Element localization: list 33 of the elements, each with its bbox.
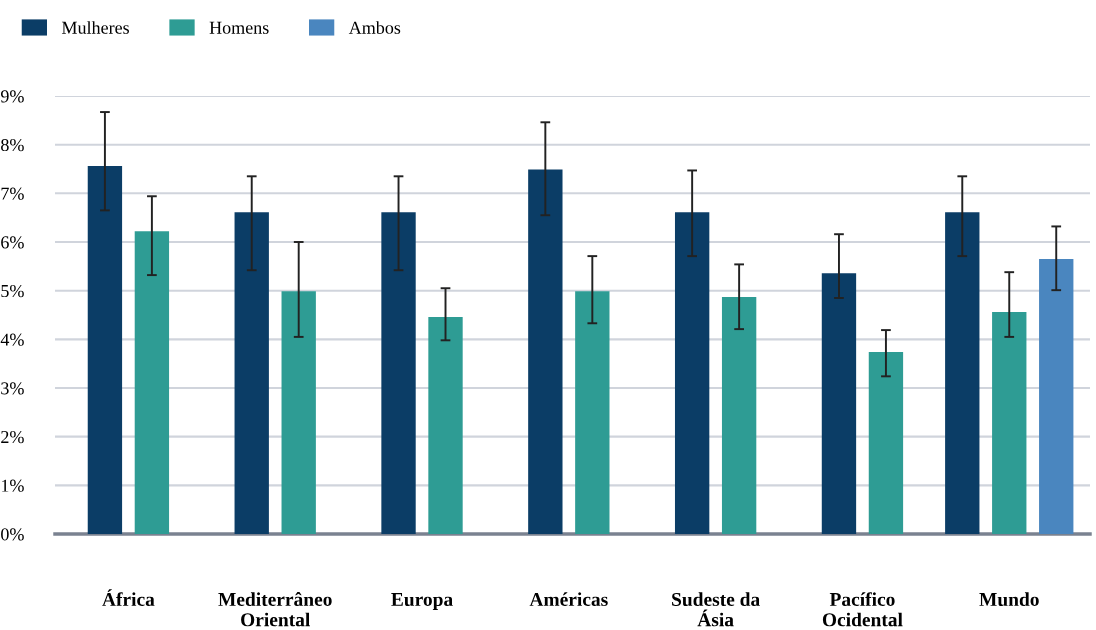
bar (134, 231, 170, 534)
bar (575, 291, 610, 534)
bar (821, 273, 857, 534)
legend-label: Mulheres (61, 21, 129, 34)
bar (868, 351, 904, 534)
x-tick-label: Mundo (979, 592, 1039, 607)
bar (381, 212, 416, 534)
bar (1039, 259, 1074, 534)
legend-label: Homens (209, 21, 269, 34)
bar (428, 316, 463, 534)
bar (87, 166, 123, 534)
y-tick-label: 0% (1, 528, 24, 541)
bar (234, 212, 269, 534)
y-tick-label: 9% (0, 90, 24, 103)
y-tick-label: 8% (1, 138, 24, 152)
y-tick-label: 7% (1, 187, 24, 200)
y-tick-label: 4% (0, 333, 24, 346)
y-tick-label: 1% (1, 479, 24, 492)
legend-label: Ambos (348, 21, 401, 34)
y-tick-label: 2% (1, 430, 24, 444)
y-tick-label: 6% (1, 236, 24, 249)
x-tick-label: África (102, 589, 155, 607)
x-tick-label: Mediterrâneo Oriental (218, 592, 332, 627)
x-tick-label: Europa (391, 593, 453, 610)
y-tick-label: 5% (1, 284, 24, 298)
x-tick-label: Sudeste da Ásia (672, 592, 760, 627)
x-tick-label: Pacífico Ocidental (822, 592, 903, 627)
bar (721, 296, 757, 534)
bar (674, 212, 710, 534)
x-tick-label: Américas (529, 592, 608, 607)
y-tick-label: 3% (1, 382, 24, 395)
bar (528, 169, 563, 534)
bar (281, 291, 316, 534)
